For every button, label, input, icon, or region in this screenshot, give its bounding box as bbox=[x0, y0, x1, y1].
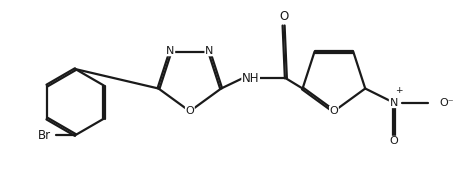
Text: NH: NH bbox=[242, 72, 259, 85]
Text: O: O bbox=[329, 106, 338, 116]
Text: N: N bbox=[166, 46, 174, 56]
Text: O: O bbox=[389, 136, 398, 146]
Text: N: N bbox=[389, 98, 398, 108]
Text: O⁻: O⁻ bbox=[439, 98, 454, 108]
Text: O: O bbox=[279, 10, 288, 23]
Text: O: O bbox=[185, 106, 194, 116]
Text: N: N bbox=[205, 46, 213, 56]
Text: Br: Br bbox=[38, 128, 51, 142]
Text: +: + bbox=[395, 86, 403, 95]
